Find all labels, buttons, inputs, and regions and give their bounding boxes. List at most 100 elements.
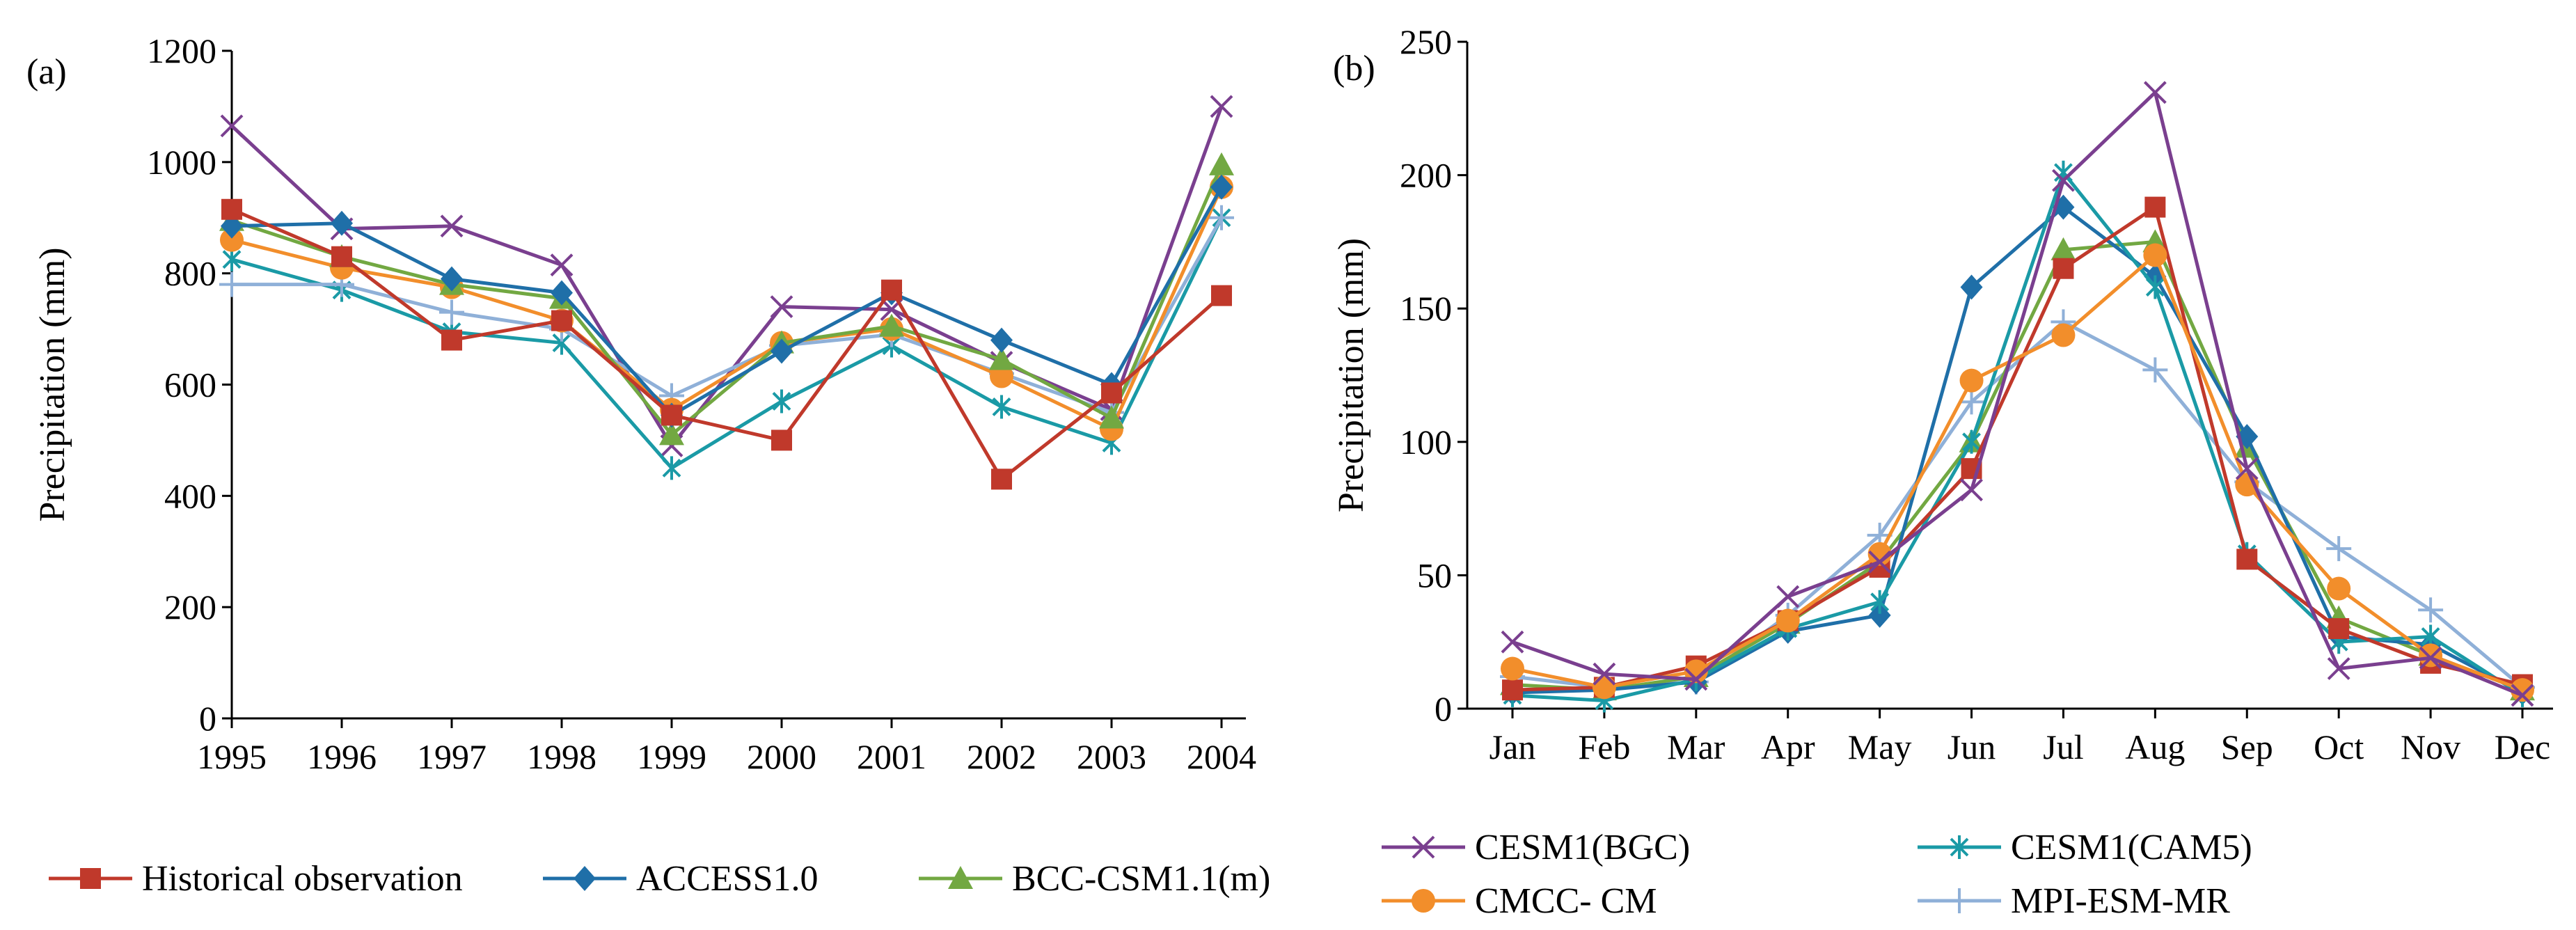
data-point	[2419, 643, 2443, 668]
data-point	[220, 114, 244, 138]
series-line-cmcc-cm	[231, 186, 1224, 431]
x-tick-label: Oct	[2314, 727, 2364, 766]
series-bcc-csm1-1-m	[219, 152, 1234, 446]
data-point	[879, 313, 904, 337]
data-point	[441, 266, 463, 292]
x-tick-label: 1995	[197, 737, 267, 776]
data-point	[1959, 368, 1984, 393]
legend-label: CESM1(CAM5)	[2011, 828, 2252, 867]
x-tick-label: 2001	[857, 737, 926, 776]
data-point	[2326, 536, 2352, 562]
data-point	[991, 468, 1012, 490]
y-tick-label: 800	[164, 254, 216, 293]
x-tick-label: 2000	[747, 737, 816, 776]
y-tick-label: 0	[199, 699, 216, 738]
x-tick-label: Nov	[2401, 727, 2460, 766]
data-point	[771, 429, 792, 451]
y-tick-label: 200	[1400, 156, 1452, 195]
x-tick-label: Jan	[1490, 727, 1536, 766]
data-point	[2235, 457, 2259, 480]
data-point	[1684, 668, 1708, 691]
x-tick-label: Jul	[2043, 727, 2083, 766]
series-line-access1-0	[231, 186, 1224, 417]
x-tick-label: May	[1848, 727, 1912, 766]
data-point	[659, 422, 684, 446]
data-point	[1593, 662, 1616, 686]
legend-label: Historical observation	[142, 859, 463, 899]
legend-label: CESM1(BGC)	[1475, 828, 1690, 867]
legend-item-historical-observation: Historical observation	[49, 859, 463, 899]
legend-label: MPI-ESM-MR	[2011, 881, 2230, 921]
y-tick-label: 50	[1417, 555, 1452, 594]
legend-panel-a: Historical observation ACCESS1.0 BCC-CSM1.…	[49, 859, 1270, 899]
legend-item-mpi-esm-mr: MPI-ESM-MR	[1918, 881, 2230, 921]
y-tick-label: 200	[164, 588, 216, 626]
data-point	[990, 327, 1013, 353]
data-point	[990, 364, 1013, 388]
data-point	[1959, 389, 1984, 415]
x-tick-label: 2003	[1077, 737, 1146, 776]
data-point	[1210, 174, 1233, 200]
series-line-historical-observation	[1512, 205, 2523, 692]
legend-marker	[80, 868, 101, 889]
data-point	[221, 198, 242, 220]
y-tick-label: 1000	[147, 143, 216, 182]
data-point	[2511, 684, 2534, 707]
y-tick-label: 150	[1400, 289, 1452, 328]
y-tick-label: 100	[1400, 423, 1452, 462]
x-tick-label: 1999	[637, 737, 706, 776]
data-point	[771, 338, 793, 364]
x-tick-label: 2004	[1187, 737, 1256, 776]
panel-label: (b)	[1333, 49, 1375, 88]
legend-item-cesm1-cam5: CESM1(CAM5)	[1918, 828, 2252, 867]
data-point	[439, 299, 464, 325]
data-point	[1209, 152, 1234, 175]
series-access1-0	[221, 174, 1233, 428]
legend-label: ACCESS1.0	[636, 859, 819, 899]
x-tick-label: Aug	[2125, 727, 2185, 766]
legend-marker	[574, 866, 596, 891]
data-point	[1962, 429, 1981, 454]
data-point	[770, 295, 793, 319]
data-point	[2143, 243, 2167, 267]
data-point	[881, 279, 902, 301]
y-axis-label: Precipitation (mm)	[33, 247, 72, 521]
series-line-cesm1-bgc	[1512, 90, 2523, 698]
data-point	[440, 214, 464, 238]
x-tick-label: Jun	[1947, 727, 1996, 766]
y-axis-label: Precipitation (mm)	[1332, 238, 1371, 512]
series-historical-observation	[1502, 196, 2533, 701]
legend-panel-b: CESM1(BGC) CESM1(CAM5) CMCC- CM MPI-ESM-MR	[1382, 828, 2252, 921]
series-bcc-csm1-1-m	[1500, 229, 2535, 701]
data-point	[661, 404, 682, 426]
x-tick-label: Apr	[1761, 727, 1815, 766]
data-point	[2051, 323, 2076, 347]
data-point	[2327, 657, 2350, 680]
series-cesm1-bgc	[1501, 81, 2534, 707]
data-point	[1209, 205, 1234, 230]
series-cesm1-cam5	[1503, 160, 2532, 713]
x-tick-label: Mar	[1667, 727, 1725, 766]
panel-a-annual-chart: 0 200 400 600 800 1000 1200 1995 1996 1997 1998 199…	[26, 31, 1256, 776]
data-point	[662, 456, 681, 480]
x-tick-label: Feb	[1578, 727, 1630, 766]
data-point	[1502, 679, 1523, 701]
legend-item-cesm1-bgc: CESM1(BGC)	[1382, 828, 1690, 867]
x-tick-label: Sep	[2221, 727, 2273, 766]
series-line-historical-observation	[231, 207, 1223, 481]
data-point	[2052, 168, 2075, 192]
data-point	[551, 310, 572, 331]
legend-marker	[948, 866, 973, 889]
data-point	[220, 228, 244, 252]
panel-b-monthly-chart: 0 50 100 150 200 250 Jan Feb Mar Apr May Jun Jul Aug S…	[1332, 22, 2553, 766]
legend-marker	[1412, 889, 1435, 913]
data-point	[219, 271, 244, 297]
y-tick-label: 0	[1435, 689, 1452, 728]
data-point	[2144, 196, 2166, 218]
legend-item-access1-0: ACCESS1.0	[543, 859, 819, 899]
data-point	[772, 389, 791, 413]
x-tick-label: 1996	[307, 737, 377, 776]
data-point	[2142, 357, 2168, 383]
data-point	[1592, 675, 1616, 700]
data-point	[2053, 258, 2074, 279]
